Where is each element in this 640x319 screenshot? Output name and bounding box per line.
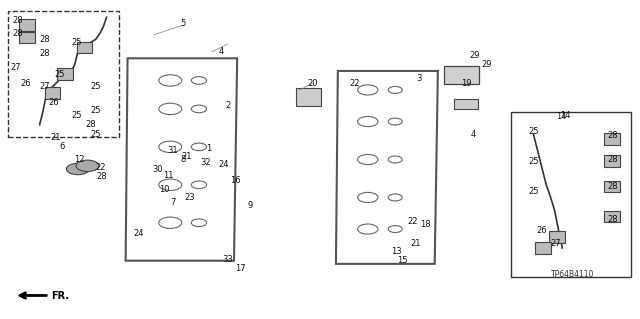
Bar: [454, 100, 478, 109]
Text: 25: 25: [90, 82, 101, 91]
Text: 20: 20: [307, 79, 317, 88]
Text: 29: 29: [482, 60, 492, 69]
Text: 25: 25: [71, 111, 82, 120]
Circle shape: [76, 160, 99, 172]
Text: 24: 24: [218, 160, 228, 169]
Text: 24: 24: [133, 229, 143, 238]
Text: 25: 25: [528, 127, 539, 136]
Text: 22: 22: [407, 217, 418, 226]
Text: 28: 28: [40, 49, 50, 58]
Text: 28: 28: [608, 215, 618, 224]
Text: 17: 17: [235, 264, 246, 273]
Text: 9: 9: [247, 201, 253, 210]
Circle shape: [67, 163, 90, 175]
Bar: [19, 19, 35, 31]
Text: 1: 1: [206, 144, 211, 153]
Text: 28: 28: [12, 28, 22, 38]
Text: FR.: FR.: [51, 291, 69, 301]
Text: 23: 23: [184, 193, 195, 202]
Bar: [8, 11, 119, 137]
Text: 7: 7: [171, 198, 176, 207]
Text: 27: 27: [40, 82, 50, 91]
Text: 28: 28: [40, 35, 50, 44]
Text: 21: 21: [410, 239, 421, 248]
Text: 16: 16: [230, 175, 241, 185]
Text: 22: 22: [95, 163, 106, 172]
Text: 11: 11: [163, 171, 173, 181]
Text: 28: 28: [85, 120, 96, 129]
Text: 25: 25: [71, 38, 82, 47]
Bar: [604, 211, 620, 222]
Bar: [19, 32, 35, 43]
Text: 22: 22: [350, 79, 360, 88]
Text: 28: 28: [12, 16, 22, 25]
Text: 18: 18: [420, 220, 431, 229]
Text: 21: 21: [181, 152, 191, 161]
Text: 4: 4: [219, 48, 224, 56]
Bar: [604, 155, 620, 167]
Text: 30: 30: [152, 165, 163, 174]
Text: 28: 28: [608, 182, 618, 191]
Bar: [604, 133, 620, 145]
Text: 25: 25: [528, 157, 539, 166]
Text: 6: 6: [60, 142, 65, 151]
Text: TP64B4110: TP64B4110: [551, 271, 595, 279]
Text: 5: 5: [180, 19, 186, 28]
Bar: [549, 231, 565, 243]
Text: 26: 26: [536, 226, 547, 235]
Text: 15: 15: [397, 256, 408, 265]
Text: 26: 26: [20, 79, 31, 88]
Text: 10: 10: [159, 185, 169, 194]
Text: 14: 14: [560, 111, 571, 120]
Text: 2: 2: [225, 101, 230, 110]
Text: 27: 27: [10, 63, 20, 72]
Text: 14: 14: [556, 112, 566, 121]
Text: 27: 27: [550, 239, 561, 248]
Text: 28: 28: [608, 131, 618, 140]
Text: 26: 26: [49, 98, 59, 107]
Text: 25: 25: [90, 106, 101, 115]
Bar: [511, 112, 631, 277]
Bar: [296, 88, 321, 106]
Text: 4: 4: [470, 130, 476, 139]
Text: 3: 3: [416, 74, 422, 83]
Text: 13: 13: [391, 247, 402, 256]
Bar: [58, 69, 73, 80]
Bar: [77, 41, 92, 53]
Text: 25: 25: [90, 130, 101, 139]
Text: 8: 8: [180, 155, 186, 164]
Bar: [604, 181, 620, 192]
Text: 21: 21: [51, 133, 61, 142]
Text: 29: 29: [469, 51, 479, 60]
Text: 25: 25: [528, 187, 539, 196]
Text: 12: 12: [74, 155, 84, 164]
Text: 28: 28: [608, 155, 618, 164]
Text: 25: 25: [55, 70, 65, 78]
Text: 32: 32: [200, 158, 211, 167]
Text: 31: 31: [167, 145, 177, 154]
Text: 28: 28: [97, 172, 108, 182]
Bar: [536, 242, 551, 254]
Text: 33: 33: [222, 255, 233, 263]
Text: 19: 19: [461, 79, 472, 88]
Bar: [45, 87, 60, 99]
Bar: [444, 66, 479, 84]
